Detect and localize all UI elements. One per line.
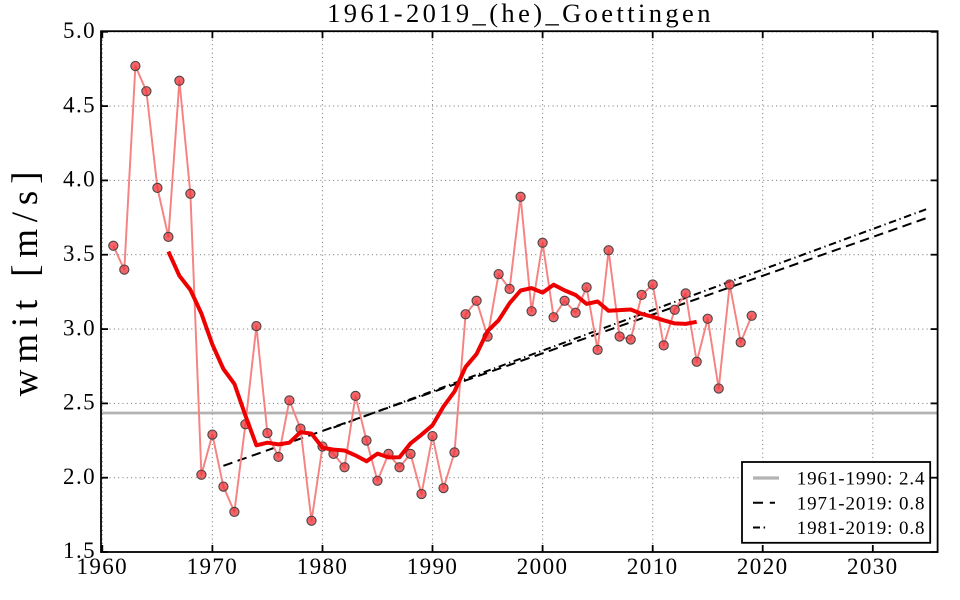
svg-text:1960: 1960: [76, 554, 128, 579]
svg-text:2010: 2010: [627, 554, 679, 579]
svg-text:2.0: 2.0: [63, 464, 96, 489]
svg-text:3.5: 3.5: [63, 241, 96, 266]
svg-text:2000: 2000: [517, 554, 569, 579]
svg-text:5.0: 5.0: [63, 18, 96, 43]
svg-text:1980: 1980: [297, 554, 349, 579]
svg-text:1990: 1990: [407, 554, 459, 579]
svg-text:1981-2019: 0.8: 1981-2019: 0.8: [797, 518, 926, 539]
svg-text:2030: 2030: [847, 554, 899, 579]
svg-text:2020: 2020: [737, 554, 789, 579]
svg-text:1961-1990: 2.4: 1961-1990: 2.4: [797, 469, 926, 490]
svg-text:2.5: 2.5: [63, 390, 96, 415]
svg-text:1971-2019: 0.8: 1971-2019: 0.8: [797, 493, 926, 514]
svg-text:1970: 1970: [187, 554, 239, 579]
svg-text:3.0: 3.0: [63, 315, 96, 340]
svg-text:wmit [m/s]: wmit [m/s]: [5, 165, 46, 396]
svg-text:1961-2019_(he)_Goettingen: 1961-2019_(he)_Goettingen: [327, 0, 714, 28]
svg-text:4.5: 4.5: [63, 92, 96, 117]
svg-text:1.5: 1.5: [63, 538, 96, 563]
svg-text:4.0: 4.0: [63, 167, 96, 192]
